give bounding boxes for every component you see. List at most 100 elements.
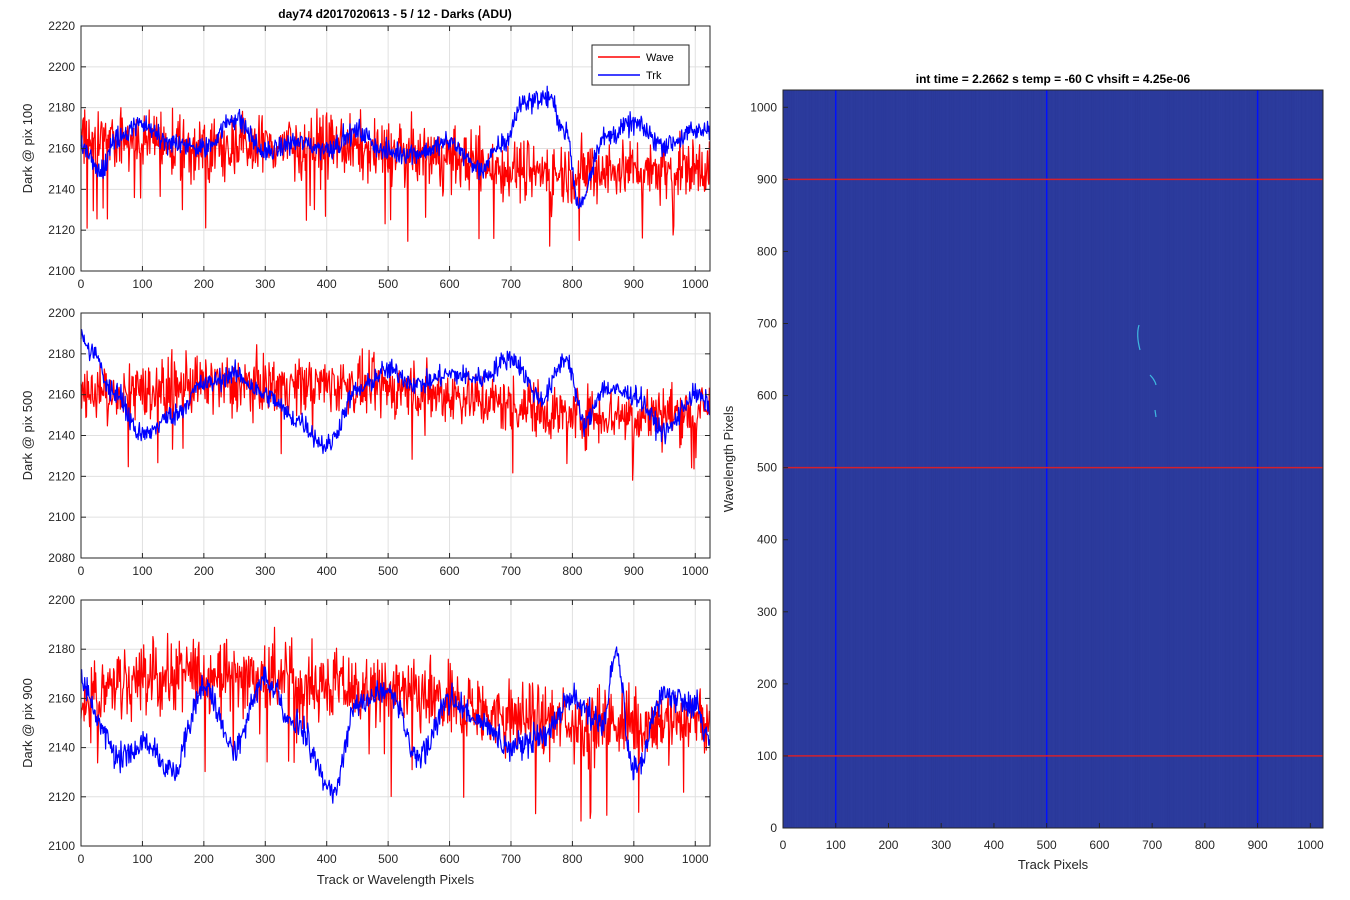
line-chart-2: 0 100 200 300 400 500 600 700 800 900 1000 2080 2100… <box>20 306 711 578</box>
heatmap-texture-column <box>1293 90 1294 828</box>
x-tick-label: 200 <box>878 838 898 852</box>
x-tick-label: 600 <box>440 564 460 578</box>
heatmap-texture-column <box>1115 90 1116 828</box>
heatmap-texture-column <box>837 90 838 828</box>
y-tick-label: 1000 <box>750 100 777 114</box>
heatmap-texture-column <box>1045 90 1046 828</box>
heatmap-texture-column <box>1205 90 1206 828</box>
heatmap-texture-column <box>1173 90 1174 828</box>
heatmap-texture-column <box>885 90 886 828</box>
figure-title: day74 d2017020613 - 5 / 12 - Darks (ADU) <box>278 7 511 21</box>
x-tick-label: 700 <box>501 277 521 291</box>
x-tick-label: 500 <box>378 277 398 291</box>
heatmap-texture-column <box>869 90 870 828</box>
heatmap-texture-column <box>1241 90 1242 828</box>
heatmap-texture-column <box>977 90 978 828</box>
heatmap-texture-column <box>1091 90 1092 828</box>
y-tick-label: 2140 <box>48 429 75 443</box>
heatmap-texture-column <box>791 90 792 828</box>
heatmap-texture-column <box>1289 90 1290 828</box>
heatmap-texture-column <box>955 90 956 828</box>
heatmap-image <box>783 90 1323 828</box>
heatmap-texture-column <box>967 90 968 828</box>
heatmap-texture-column <box>969 90 970 828</box>
x-tick-label: 700 <box>501 852 521 866</box>
cosmic-ray-trace <box>1137 324 1141 351</box>
heatmap-texture-column <box>1125 90 1126 828</box>
heatmap-texture-column <box>1203 90 1204 828</box>
y-tick-label: 2220 <box>48 19 75 33</box>
y-axis-label: Dark @ pix 500 <box>20 391 35 481</box>
heatmap-texture-column <box>1033 90 1034 828</box>
heatmap-texture-column <box>1025 90 1026 828</box>
heatmap-texture-column <box>1031 90 1032 828</box>
x-tick-label: 900 <box>624 564 644 578</box>
x-tick-label: 300 <box>255 277 275 291</box>
heatmap-texture-column <box>827 90 828 828</box>
heatmap-texture-column <box>1185 90 1186 828</box>
heatmap-texture-column <box>943 90 944 828</box>
heatmap-texture-column <box>1001 90 1002 828</box>
heatmap-texture-column <box>813 90 814 828</box>
x-tick-label: 300 <box>931 838 951 852</box>
heatmap-texture-column <box>1029 90 1030 828</box>
heatmap-texture-column <box>1305 90 1306 828</box>
heatmap-texture-column <box>937 90 938 828</box>
heatmap-texture-column <box>817 90 818 828</box>
heatmap-texture-column <box>1111 90 1112 828</box>
x-tick-label: 0 <box>78 852 85 866</box>
line-chart-3: 0 100 200 300 400 500 600 700 800 900 1000 2100 2120… <box>20 593 711 887</box>
heatmap-texture-column <box>1239 90 1240 828</box>
heatmap-texture-column <box>1217 90 1218 828</box>
heatmap-texture-column <box>1147 90 1148 828</box>
heatmap-texture-column <box>905 90 906 828</box>
heatmap-texture-column <box>805 90 806 828</box>
heatmap-texture-column <box>889 90 890 828</box>
x-tick-label: 600 <box>440 277 460 291</box>
heatmap-texture-column <box>1287 90 1288 828</box>
heatmap-texture-column <box>1085 90 1086 828</box>
heatmap-texture-column <box>1245 90 1246 828</box>
heatmap-texture-column <box>1149 90 1150 828</box>
heatmap-texture-column <box>1017 90 1018 828</box>
heatmap-texture-column <box>1127 90 1128 828</box>
heatmap-texture-column <box>787 90 788 828</box>
heatmap-texture-column <box>855 90 856 828</box>
heatmap-texture-column <box>891 90 892 828</box>
heatmap-texture-column <box>1027 90 1028 828</box>
heatmap-texture-column <box>961 90 962 828</box>
heatmap-texture-column <box>1009 90 1010 828</box>
y-tick-label: 2160 <box>48 691 75 705</box>
heatmap-texture-column <box>1039 90 1040 828</box>
heatmap-texture-column <box>1137 90 1138 828</box>
line-chart-1: 0 100 200 300 400 500 600 700 800 900 1000 2100 2120… <box>20 19 711 291</box>
y-tick-label: 2180 <box>48 101 75 115</box>
x-tick-label: 0 <box>78 277 85 291</box>
y-tick-label: 2160 <box>48 388 75 402</box>
heatmap-texture-column <box>1051 90 1052 828</box>
heatmap-texture-column <box>1191 90 1192 828</box>
x-tick-label: 200 <box>194 277 214 291</box>
heatmap-texture-column <box>829 90 830 828</box>
x-tick-label: 600 <box>440 852 460 866</box>
heatmap-texture-column <box>973 90 974 828</box>
y-tick-label: 2180 <box>48 642 75 656</box>
x-tick-label: 1000 <box>682 852 709 866</box>
y-tick-label: 400 <box>757 533 777 547</box>
heatmap-texture-column <box>1143 90 1144 828</box>
heatmap-texture-column <box>949 90 950 828</box>
x-tick-label: 700 <box>1142 838 1162 852</box>
heatmap-texture-column <box>1007 90 1008 828</box>
heatmap-texture-column <box>1083 90 1084 828</box>
heatmap-texture-column <box>989 90 990 828</box>
heatmap-texture-column <box>947 90 948 828</box>
heatmap-texture-column <box>927 90 928 828</box>
heatmap-texture-column <box>979 90 980 828</box>
heatmap-texture-column <box>1223 90 1224 828</box>
x-tick-label: 100 <box>826 838 846 852</box>
heatmap-texture-column <box>1315 90 1316 828</box>
x-axis-label: Track Pixels <box>1018 857 1089 872</box>
heatmap-texture-column <box>899 90 900 828</box>
x-tick-label: 300 <box>255 852 275 866</box>
heatmap-texture-column <box>929 90 930 828</box>
